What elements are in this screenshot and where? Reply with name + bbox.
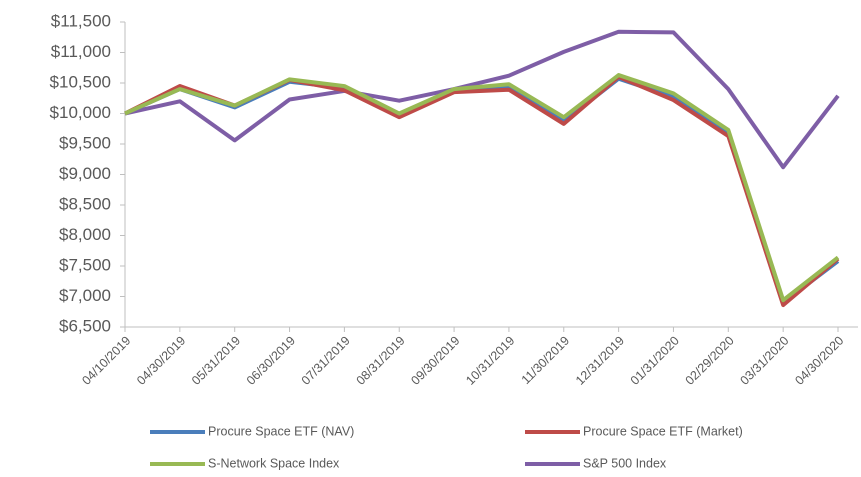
x-tick-label: 11/30/2019 <box>519 334 573 388</box>
y-tick-label: $7,500 <box>59 255 111 274</box>
series-line <box>124 29 840 170</box>
series-line <box>124 74 840 308</box>
y-tick-label: $9,500 <box>59 133 111 152</box>
y-tick-label: $11,000 <box>51 42 111 61</box>
y-tick-label: $11,500 <box>51 11 111 30</box>
y-tick-label: $10,500 <box>50 72 111 91</box>
x-tick-label: 06/30/2019 <box>244 334 298 388</box>
x-tick-label: 10/31/2019 <box>463 334 517 388</box>
y-tick-label: $8,500 <box>59 194 111 213</box>
x-tick-label: 04/30/2020 <box>792 334 846 388</box>
x-tick-label: 08/31/2019 <box>354 334 408 388</box>
legend-label: S-Network Space Index <box>208 456 340 470</box>
x-tick-label: 07/31/2019 <box>299 334 353 388</box>
x-tick-label: 04/10/2019 <box>79 334 133 388</box>
series-line <box>124 76 840 305</box>
y-tick-label: $6,500 <box>59 316 111 335</box>
x-tick-label: 09/30/2019 <box>408 334 462 388</box>
legend-label: S&P 500 Index <box>583 456 667 470</box>
x-tick-label: 04/30/2019 <box>134 334 188 388</box>
series-line <box>124 73 840 303</box>
x-tick-label: 03/31/2020 <box>737 334 791 388</box>
y-tick-label: $7,000 <box>59 286 111 305</box>
y-tick-label: $9,000 <box>59 164 111 183</box>
y-tick-label: $10,000 <box>50 103 111 122</box>
x-tick-label: 01/31/2020 <box>628 334 682 388</box>
legend-label: Procure Space ETF (Market) <box>583 424 743 438</box>
legend-label: Procure Space ETF (NAV) <box>208 424 354 438</box>
x-tick-label: 12/31/2019 <box>573 334 627 388</box>
y-tick-label: $8,000 <box>59 225 111 244</box>
x-tick-label: 02/29/2020 <box>683 334 737 388</box>
x-tick-label: 05/31/2019 <box>189 334 243 388</box>
